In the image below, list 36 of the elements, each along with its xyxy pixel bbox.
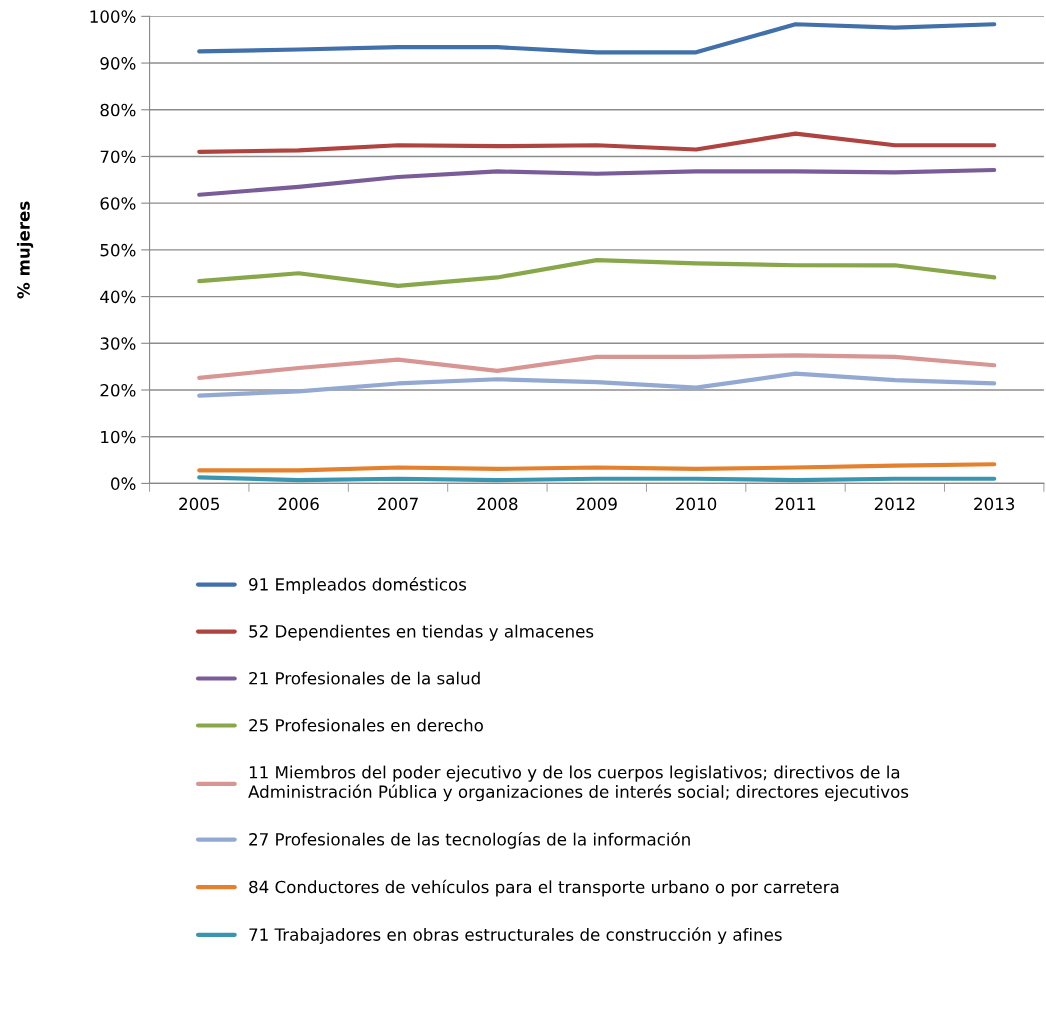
line-series: [197, 371, 997, 398]
line-series: [197, 22, 997, 55]
x-tick-label: 2005: [179, 497, 220, 511]
legend-label: 91 Empleados domésticos: [249, 577, 467, 594]
line-series: [197, 353, 997, 380]
legend-label: 25 Profesionales en derecho: [249, 718, 483, 732]
legend-label: 52 Dependientes en tiendas y almacenes: [249, 624, 594, 641]
y-tick-label: 90%: [100, 57, 136, 70]
legend-label: 84 Conductores de vehículos para el transporte urbano o por carretera: [249, 879, 839, 897]
y-tick-label: 80%: [100, 103, 136, 117]
legend-label: 21 Profesionales de la salud: [249, 671, 480, 685]
y-tick-label: 60%: [100, 197, 136, 210]
y-tick-label: 70%: [100, 150, 136, 164]
y-tick-label: 10%: [101, 430, 136, 444]
line-series: [197, 258, 997, 288]
x-tick-label: 2010: [676, 497, 717, 511]
legend-label: 71 Trabajadores en obras estructurales de construcción y afines: [249, 927, 782, 945]
x-tick-label: 2011: [775, 497, 816, 511]
x-tick-label: 2013: [974, 497, 1015, 511]
line-series: [197, 462, 997, 473]
x-tick-label: 2006: [278, 497, 319, 511]
line-series: [197, 167, 997, 197]
y-tick-label: 40%: [100, 290, 136, 304]
y-tick-label: 30%: [100, 337, 136, 350]
x-tick-label: 2012: [874, 497, 915, 511]
y-tick-label: 100%: [90, 10, 136, 23]
y-axis-title: % mujeres: [16, 201, 34, 299]
legend-label: 27 Profesionales de las tecnologías de la información: [249, 832, 690, 849]
x-tick-label: 2009: [576, 497, 617, 511]
legend-label: 11 Miembros del poder ejecutivo y de los cuerpos legislativos; directivos de la Administración Pública y organizaciones de interés social; directores ejecutivos: [248, 765, 909, 802]
y-tick-label: 50%: [100, 243, 136, 257]
y-tick-label: 0%: [111, 477, 136, 490]
x-tick-label: 2007: [378, 497, 418, 511]
y-tick-label: 20%: [100, 383, 136, 397]
x-tick-label: 2008: [477, 497, 518, 511]
line-series: [197, 131, 997, 154]
